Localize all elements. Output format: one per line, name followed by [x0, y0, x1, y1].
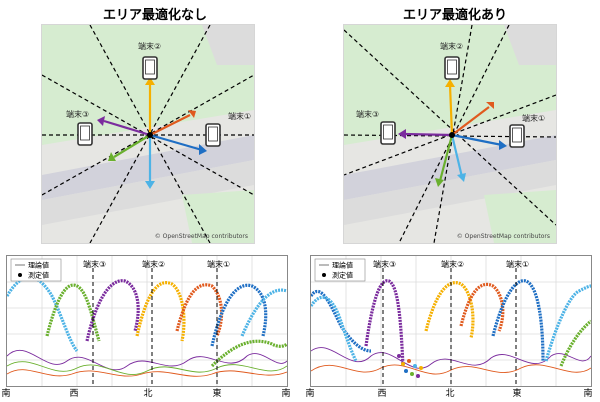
right-axis-west: 西	[377, 389, 387, 399]
legend-measured: 測定値	[28, 271, 49, 280]
green-area	[484, 190, 556, 243]
left-axis-west: 西	[69, 389, 79, 399]
measured-curves	[311, 279, 591, 367]
phone-icon	[142, 56, 158, 80]
measured-scatter-cluster	[397, 354, 423, 378]
building	[202, 25, 254, 65]
legend-theory: 理論値	[332, 261, 353, 270]
terminal-3-label: 端末③	[66, 109, 89, 119]
legend: 理論値 測定値	[10, 258, 62, 282]
chart-terminal-3: 端末③	[373, 259, 396, 269]
road-area	[42, 160, 254, 225]
terminal-1-label: 端末①	[228, 111, 251, 121]
direction-arrows	[398, 79, 507, 187]
left-map-svg: 端末② 端末① 端末③ © OpenStreetMap contributors	[42, 25, 254, 243]
phone-icon	[380, 121, 396, 145]
phone-icon	[509, 124, 525, 148]
right-title: エリア最適化あり	[402, 8, 507, 23]
legend: 理論値 測定値	[314, 258, 366, 282]
terminal-2-label: 端末②	[138, 41, 161, 51]
chart-terminal-3: 端末③	[83, 259, 106, 269]
attribution: © OpenStreetMap contributors	[155, 233, 248, 240]
right-axis-south-end: 南	[583, 389, 593, 399]
building	[504, 25, 556, 65]
right-axis-east: 東	[512, 389, 522, 399]
right-axis-south: 南	[305, 389, 315, 399]
left-axis-south: 南	[1, 389, 11, 399]
right-map-svg: 端末② 端末① 端末③ © OpenStreetMap contributors	[344, 25, 556, 243]
chart-terminal-2: 端末②	[142, 259, 165, 269]
terminal-1-label: 端末①	[522, 113, 545, 123]
terminal-2-label: 端末②	[440, 41, 463, 51]
left-chart-svg: 端末③ 端末② 端末① 理論値 測定値	[7, 256, 287, 386]
right-chart: 端末③ 端末② 端末① 理論値 測定値	[310, 255, 592, 387]
chart-terminal-2: 端末②	[441, 259, 464, 269]
theory-curves	[7, 349, 287, 377]
center-point	[147, 132, 153, 138]
chart-terminal-1: 端末①	[207, 259, 230, 269]
green-area	[182, 190, 254, 243]
phone-icon	[77, 122, 93, 146]
center-point	[449, 132, 455, 138]
left-title: エリア最適化なし	[102, 8, 207, 23]
phone-icon	[444, 56, 460, 80]
direction-arrows	[97, 77, 207, 189]
terminal-markers	[382, 268, 517, 386]
road-area	[344, 160, 556, 225]
left-axis-north: 北	[143, 389, 153, 399]
terminal-3-label: 端末③	[356, 109, 379, 119]
road-area	[344, 135, 556, 200]
attribution: © OpenStreetMap contributors	[457, 233, 550, 240]
right-axis-north: 北	[445, 389, 455, 399]
terminal-markers	[92, 268, 218, 386]
left-map: 端末② 端末① 端末③ © OpenStreetMap contributors	[41, 24, 255, 244]
chart-terminal-1: 端末①	[506, 259, 529, 269]
right-map: 端末② 端末① 端末③ © OpenStreetMap contributors	[343, 24, 557, 244]
phone-icon	[205, 123, 221, 147]
left-chart: 端末③ 端末② 端末① 理論値 測定値	[6, 255, 288, 387]
right-chart-svg: 端末③ 端末② 端末① 理論値 測定値	[311, 256, 591, 386]
left-axis-south-end: 南	[281, 389, 291, 399]
legend-measured: 測定値	[332, 271, 353, 280]
left-axis-east: 東	[212, 389, 222, 399]
legend-theory: 理論値	[28, 261, 49, 270]
